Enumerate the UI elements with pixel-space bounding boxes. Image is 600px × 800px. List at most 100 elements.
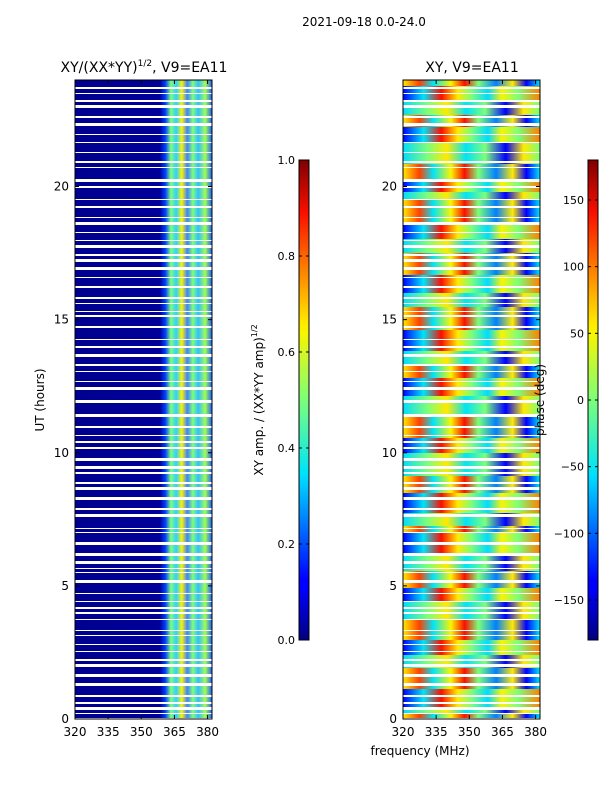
- flagged-row: [403, 426, 540, 428]
- flagged-row: [403, 553, 540, 556]
- flagged-row: [403, 105, 540, 108]
- y-tick-label: 0: [389, 712, 397, 726]
- phase-strip: [403, 351, 540, 364]
- flagged-row: [75, 635, 212, 636]
- flagged-row: [75, 447, 212, 449]
- flagged-row: [403, 532, 540, 533]
- phase-strip: [403, 253, 540, 275]
- flagged-row: [403, 152, 540, 153]
- x-axis-label: frequency (MHz): [370, 744, 469, 758]
- flagged-row: [75, 297, 212, 299]
- left-colorbar: 0.0 0.2 0.4 0.6 0.8 1.0 XY amp. / (XX*YY amp)…: [250, 154, 310, 647]
- flagged-row: [403, 87, 540, 89]
- flagged-row: [75, 482, 212, 484]
- flagged-row: [75, 186, 212, 188]
- left-colorbar-label: XY amp. / (XX*YY amp)1/2: [250, 324, 266, 475]
- colorbar-tick-label: −100: [554, 527, 584, 540]
- flagged-row: [403, 458, 540, 461]
- x-tick-label: 380: [524, 725, 547, 739]
- x-tick-label: 335: [97, 725, 120, 739]
- phase-strip: [403, 80, 540, 86]
- flagged-row: [403, 683, 540, 686]
- phase-strip: [403, 275, 540, 293]
- x-tick-label: 365: [491, 725, 514, 739]
- flagged-row: [75, 142, 212, 143]
- flagged-row: [403, 179, 540, 182]
- flagged-row: [403, 259, 540, 262]
- flagged-row: [75, 553, 212, 556]
- flagged-row: [403, 326, 540, 328]
- x-tick-label: 365: [163, 725, 186, 739]
- flagged-row: [75, 116, 212, 118]
- flagged-row: [403, 254, 540, 256]
- flagged-row: [75, 259, 212, 262]
- flagged-row: [403, 572, 540, 573]
- flagged-row: [403, 217, 540, 218]
- flagged-row: [75, 303, 212, 304]
- flagged-row: [75, 315, 212, 317]
- flagged-row: [75, 371, 212, 372]
- flagged-row: [403, 466, 540, 469]
- flagged-row: [75, 245, 212, 248]
- left-plot-frame: [74, 79, 213, 720]
- flagged-row: [403, 245, 540, 248]
- colorbar-tick-label: 1.0: [278, 154, 296, 167]
- left-heatmap-gaps: [75, 87, 212, 719]
- phase-strip: [403, 200, 540, 222]
- flagged-row: [75, 644, 212, 645]
- flagged-row: [403, 354, 540, 357]
- x-tick-label: 320: [64, 725, 87, 739]
- phase-strip: [403, 476, 540, 493]
- flagged-row: [75, 466, 212, 469]
- flagged-row: [403, 339, 540, 340]
- flagged-row: [75, 206, 212, 208]
- flagged-row: [403, 186, 540, 188]
- flagged-row: [403, 222, 540, 225]
- y-tick-label: 5: [61, 579, 69, 593]
- left-heatmap-fill: [75, 80, 212, 719]
- colorbar-tick-label: −50: [561, 461, 584, 474]
- flagged-row: [75, 277, 212, 278]
- flagged-row: [75, 458, 212, 461]
- left-colorbar-gradient: [298, 159, 310, 641]
- right-colorbar-ticks: −150 −100 −50 0 50 100 150: [554, 194, 598, 607]
- flagged-row: [75, 400, 212, 403]
- colorbar-tick-label: −150: [554, 594, 584, 607]
- flagged-row: [403, 619, 540, 620]
- flagged-row: [75, 346, 212, 348]
- right-colorbar: −150 −100 −50 0 50 100 150 phase (deg): [533, 159, 599, 641]
- flagged-row: [75, 179, 212, 182]
- left-y-axis-label: UT (hours): [33, 368, 47, 431]
- flagged-row: [403, 142, 540, 143]
- flagged-row: [403, 612, 540, 614]
- flagged-row: [75, 286, 212, 288]
- right-panel-title: XY, V9=EA11: [425, 60, 519, 76]
- flagged-row: [403, 651, 540, 652]
- flagged-row: [403, 297, 540, 299]
- phase-strip: [403, 222, 540, 239]
- flagged-row: [403, 277, 540, 278]
- colorbar-tick-label: 0: [577, 394, 584, 407]
- flagged-row: [75, 267, 212, 270]
- left-panel: XY/(XX*YY)1/2, V9=EA11 320 335 350 365 380 0…: [33, 59, 227, 739]
- y-tick-label: 5: [389, 579, 397, 593]
- flagged-row: [75, 607, 212, 609]
- flagged-row: [403, 630, 540, 631]
- flagged-row: [403, 601, 540, 602]
- flagged-row: [403, 123, 540, 126]
- flagged-row: [75, 514, 212, 517]
- phase-strip: [403, 601, 540, 620]
- flagged-row: [403, 707, 540, 710]
- colorbar-tick-label: 100: [563, 261, 584, 274]
- right-heatmap-gaps: [403, 87, 540, 719]
- phase-strip: [403, 330, 540, 351]
- flagged-row: [75, 100, 212, 102]
- flagged-row: [75, 702, 212, 704]
- flagged-row: [403, 514, 540, 517]
- flagged-row: [75, 354, 212, 357]
- y-tick-label: 15: [54, 313, 69, 327]
- flagged-row: [75, 254, 212, 256]
- flagged-row: [403, 482, 540, 484]
- flagged-row: [75, 339, 212, 340]
